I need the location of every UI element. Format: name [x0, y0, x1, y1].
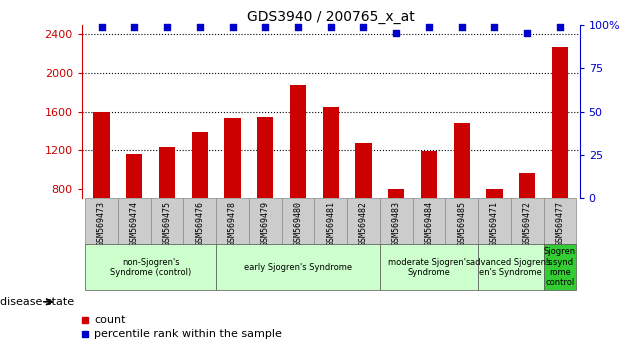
Point	[227, 24, 238, 29]
Bar	[314, 198, 347, 244]
Point	[490, 24, 500, 29]
Bar	[159, 147, 175, 266]
Bar	[552, 47, 568, 266]
Point	[293, 24, 303, 29]
Bar	[413, 198, 445, 244]
Bar	[421, 151, 437, 266]
Point	[260, 24, 270, 29]
Point	[162, 24, 172, 29]
Bar	[216, 244, 380, 290]
Bar	[388, 189, 404, 266]
Text: moderate Sjogren's
Syndrome: moderate Sjogren's Syndrome	[388, 258, 470, 277]
Text: percentile rank within the sample: percentile rank within the sample	[94, 329, 282, 339]
Text: GSM569479: GSM569479	[261, 200, 270, 246]
Bar	[486, 189, 503, 266]
Bar	[126, 154, 142, 266]
Bar	[519, 173, 536, 266]
Bar	[445, 198, 478, 244]
Point	[129, 24, 139, 29]
Point	[96, 24, 106, 29]
Bar	[282, 198, 314, 244]
Text: GSM569481: GSM569481	[326, 200, 335, 246]
Text: early Sjogren's Syndrome: early Sjogren's Syndrome	[244, 263, 352, 272]
Bar	[380, 244, 478, 290]
Bar	[454, 123, 470, 266]
Point	[195, 24, 205, 29]
Point	[555, 24, 565, 29]
Bar	[347, 198, 380, 244]
Bar	[380, 198, 413, 244]
Bar	[85, 198, 118, 244]
Bar	[257, 117, 273, 266]
Bar	[224, 118, 241, 266]
Point	[457, 24, 467, 29]
Text: GSM569478: GSM569478	[228, 200, 237, 246]
Text: GSM569484: GSM569484	[425, 200, 433, 246]
Text: GSM569473: GSM569473	[97, 200, 106, 246]
Text: GSM569477: GSM569477	[556, 200, 564, 246]
Point	[326, 24, 336, 29]
Bar	[249, 198, 282, 244]
Text: advanced Sjogren's
en's Syndrome: advanced Sjogren's en's Syndrome	[469, 258, 552, 277]
Bar	[355, 143, 372, 266]
Point	[391, 30, 401, 36]
Text: Sjogren
s synd
rome
control: Sjogren s synd rome control	[544, 247, 576, 287]
Text: GSM569472: GSM569472	[523, 200, 532, 246]
Bar	[183, 198, 216, 244]
Bar	[478, 198, 511, 244]
Bar	[290, 85, 306, 266]
Text: GSM569474: GSM569474	[130, 200, 139, 246]
Text: GSM569482: GSM569482	[359, 200, 368, 246]
Bar	[216, 198, 249, 244]
Text: GSM569475: GSM569475	[163, 200, 171, 246]
Bar	[85, 244, 216, 290]
Bar	[511, 198, 544, 244]
Bar	[151, 198, 183, 244]
Bar	[478, 244, 544, 290]
Text: GSM569485: GSM569485	[457, 200, 466, 246]
Bar	[544, 244, 576, 290]
Bar	[323, 107, 339, 266]
Text: GSM569480: GSM569480	[294, 200, 302, 246]
Bar	[544, 198, 576, 244]
Bar	[118, 198, 151, 244]
Point	[424, 24, 434, 29]
Text: count: count	[94, 315, 126, 325]
Point	[358, 24, 369, 29]
Text: GSM569483: GSM569483	[392, 200, 401, 246]
Bar	[93, 113, 110, 266]
Bar	[192, 132, 208, 266]
Text: non-Sjogren's
Syndrome (control): non-Sjogren's Syndrome (control)	[110, 258, 192, 277]
Point	[522, 30, 532, 36]
Text: disease state: disease state	[0, 297, 74, 307]
Title: GDS3940 / 200765_x_at: GDS3940 / 200765_x_at	[247, 10, 415, 24]
Text: GSM569471: GSM569471	[490, 200, 499, 246]
Text: GSM569476: GSM569476	[195, 200, 204, 246]
